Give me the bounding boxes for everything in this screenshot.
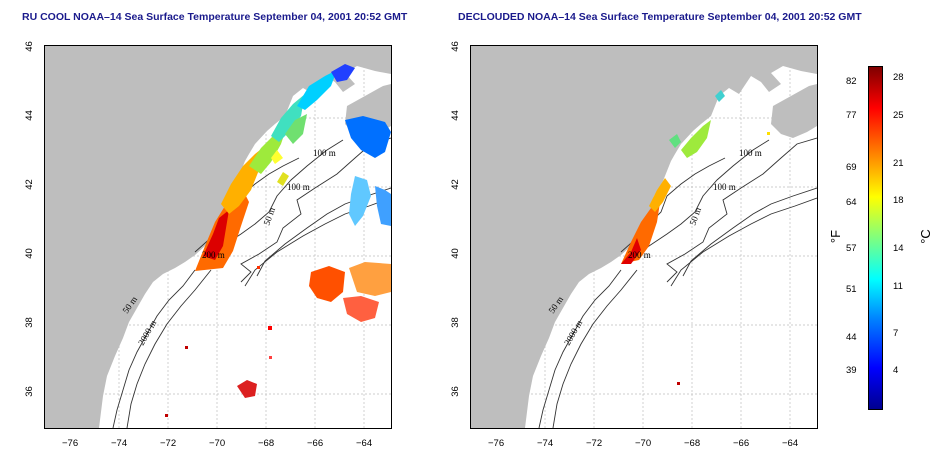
contour-label-100m-b: 100 m [287, 182, 310, 192]
colorbar-f-tick: 39 [846, 365, 857, 376]
y-tick-label: 38 [449, 317, 461, 328]
x-tick-label: −64 [782, 438, 799, 449]
contour-label-2000m: 2000 m [136, 318, 158, 347]
x-tick-label: −76 [488, 438, 505, 449]
x-tick-label: −76 [62, 438, 79, 449]
left-map-graphic: 100 m 100 m 50 m 200 m 50 m 2000 m [45, 46, 391, 428]
temperature-colorbar [868, 66, 883, 410]
contour-label-50m-a: 50 m [261, 206, 277, 227]
colorbar-c-tick: 21 [893, 158, 904, 169]
x-tick-label: −72 [160, 438, 177, 449]
contour-label-50m-a: 50 m [687, 206, 703, 227]
x-tick-label: −68 [258, 438, 275, 449]
contour-label-100m-a: 100 m [313, 148, 336, 158]
colorbar-c-tick: 14 [893, 243, 904, 254]
contour-label-100m-b: 100 m [713, 182, 736, 192]
x-tick-label: −74 [111, 438, 128, 449]
contour-label-100m-a: 100 m [739, 148, 762, 158]
contour-label-2000m: 2000 m [562, 318, 584, 347]
sst-pixels [621, 90, 770, 385]
x-tick-label: −68 [684, 438, 701, 449]
x-tick-label: −72 [586, 438, 603, 449]
x-tick-label: −74 [537, 438, 554, 449]
y-tick-label: 42 [449, 179, 461, 190]
colorbar-c-tick: 7 [893, 328, 899, 339]
land-nova-scotia [771, 84, 817, 138]
left-map-title: RU COOL NOAA–14 Sea Surface Temperature … [22, 11, 408, 23]
right-map-graphic: 100 m 100 m 50 m 200 m 50 m 2000 m [471, 46, 817, 428]
y-tick-label: 46 [449, 41, 461, 52]
y-tick-label: 40 [449, 248, 461, 259]
y-tick-label: 40 [23, 248, 35, 259]
x-tick-label: −70 [209, 438, 226, 449]
y-tick-label: 36 [23, 386, 35, 397]
colorbar-f-tick: 51 [846, 284, 857, 295]
y-tick-label: 36 [449, 386, 461, 397]
colorbar-c-tick: 18 [893, 195, 904, 206]
colorbar-f-tick: 77 [846, 110, 857, 121]
colorbar-f-tick: 44 [846, 332, 857, 343]
sst-pixels [165, 64, 391, 417]
right-sst-map[interactable]: 100 m 100 m 50 m 200 m 50 m 2000 m [470, 45, 818, 429]
colorbar-c-tick: 4 [893, 365, 899, 376]
colorbar-f-tick: 57 [846, 243, 857, 254]
y-tick-label: 44 [449, 110, 461, 121]
colorbar-c-tick: 28 [893, 72, 904, 83]
celsius-unit-label: °C [917, 229, 933, 244]
colorbar-c-tick: 25 [893, 110, 904, 121]
y-tick-label: 38 [23, 317, 35, 328]
x-tick-label: −66 [733, 438, 750, 449]
left-sst-map[interactable]: 100 m 100 m 50 m 200 m 50 m 2000 m [44, 45, 392, 429]
colorbar-c-tick: 11 [893, 281, 903, 292]
x-tick-label: −70 [635, 438, 652, 449]
bathymetry-contours [538, 137, 817, 428]
y-tick-label: 42 [23, 179, 35, 190]
x-tick-label: −64 [356, 438, 373, 449]
contour-label-200m: 200 m [202, 250, 225, 260]
contour-label-200m: 200 m [628, 250, 651, 260]
y-tick-label: 46 [23, 41, 35, 52]
fahrenheit-unit-label: °F [828, 229, 844, 244]
land-mass [471, 46, 817, 428]
colorbar-f-tick: 64 [846, 197, 857, 208]
colorbar-f-tick: 69 [846, 162, 857, 173]
right-map-title: DECLOUDED NOAA–14 Sea Surface Temperatur… [458, 11, 862, 23]
colorbar-f-tick: 82 [846, 76, 857, 87]
x-tick-label: −66 [307, 438, 324, 449]
y-tick-label: 44 [23, 110, 35, 121]
land-mass [45, 46, 391, 428]
